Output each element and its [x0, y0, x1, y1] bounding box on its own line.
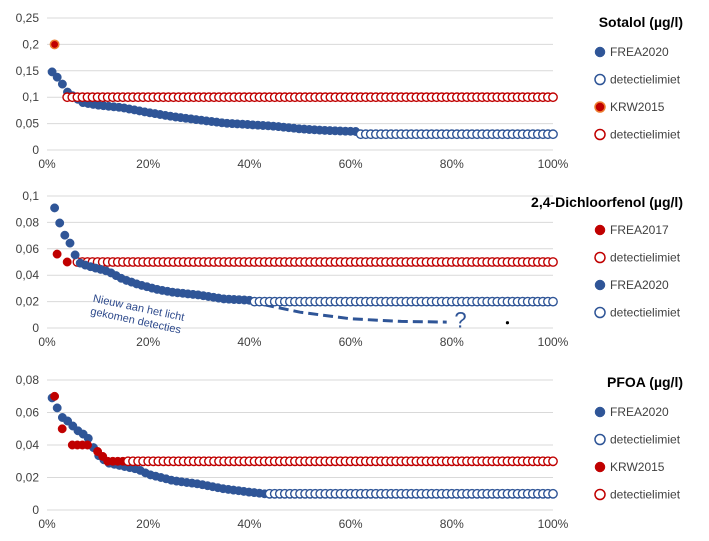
legend-marker [594, 279, 606, 291]
data-point [55, 218, 65, 228]
legend-label: detectielimiet [610, 73, 681, 87]
legend-marker [594, 128, 606, 141]
x-tick-label: 100% [538, 157, 569, 171]
legend-marker [594, 461, 606, 473]
y-tick-label: 0,2 [22, 37, 39, 51]
legend-marker [594, 488, 606, 501]
annotation-dot [505, 321, 510, 325]
data-point [52, 72, 62, 82]
x-tick-label: 0% [38, 335, 56, 349]
data-point [62, 257, 72, 267]
data-point [52, 249, 62, 259]
legend-marker [594, 224, 606, 236]
data-point [60, 230, 70, 240]
data-point [83, 440, 92, 450]
x-tick-label: 60% [339, 335, 363, 349]
y-tick-label: 0,04 [16, 438, 40, 452]
data-point [548, 456, 558, 467]
legend-label: detectielimiet [610, 433, 681, 447]
x-tick-label: 20% [136, 335, 160, 349]
legend-label: KRW2015 [610, 460, 665, 474]
y-tick-label: 0 [32, 321, 39, 335]
x-tick-label: 40% [237, 335, 261, 349]
annotation-question-mark: ? [454, 307, 466, 332]
y-tick-label: 0,08 [16, 215, 40, 229]
data-point [50, 391, 60, 401]
data-point [548, 296, 558, 307]
data-point [548, 257, 558, 267]
x-tick-label: 100% [538, 517, 569, 531]
legend-label: KRW2015 [610, 100, 665, 114]
data-point [65, 238, 75, 248]
x-tick-label: 100% [538, 335, 569, 349]
x-tick-label: 80% [440, 517, 464, 531]
legend-label: FREA2017 [610, 223, 669, 237]
data-point [548, 488, 558, 499]
y-tick-label: 0,08 [16, 373, 40, 387]
legend-label: FREA2020 [610, 278, 669, 292]
legend-label: detectielimiet [610, 488, 681, 502]
legend-marker [594, 406, 606, 418]
y-tick-label: 0 [32, 143, 39, 157]
legend-label: detectielimiet [610, 128, 681, 142]
legend-label: detectielimiet [610, 251, 681, 265]
data-point [57, 424, 67, 434]
chart-panel-pfoa: PFOA (µg/l) 0 0,02 0,04 0,06 0,08 0% 20% 40% 60%… [16, 373, 683, 531]
chart-panel-sotalol: Sotalol (µg/l) 0 0,05 0,1 0,15 0,2 0,25 0% 20% 4… [16, 11, 683, 171]
y-tick-label: 0,05 [16, 117, 40, 131]
data-point [70, 250, 80, 260]
data-point [49, 39, 60, 50]
y-tick-label: 0,1 [22, 189, 39, 203]
chart-title: Sotalol (µg/l) [599, 14, 683, 30]
chart-panel-dichloorfenol: 2,4-Dichloorfenol (µg/l) 0 0,02 0,04 0,06 0,… [16, 189, 683, 349]
data-point [57, 79, 67, 89]
y-tick-label: 0,02 [16, 471, 40, 485]
annotation-dashed-curve [249, 300, 447, 324]
legend-marker [594, 306, 606, 319]
legend-label: FREA2020 [610, 45, 669, 59]
x-tick-label: 20% [136, 517, 160, 531]
y-tick-label: 0,04 [16, 268, 40, 282]
data-point [548, 129, 558, 140]
y-tick-label: 0,15 [16, 64, 40, 78]
x-tick-label: 80% [440, 335, 464, 349]
y-tick-label: 0,02 [16, 295, 40, 309]
legend-marker [594, 46, 606, 58]
data-point [50, 203, 60, 213]
data-point [548, 92, 558, 103]
x-tick-label: 60% [339, 517, 363, 531]
x-tick-label: 40% [237, 157, 261, 171]
legend-marker [594, 101, 606, 113]
x-tick-label: 80% [440, 157, 464, 171]
legend-marker [594, 73, 606, 86]
x-tick-label: 20% [136, 157, 160, 171]
y-tick-label: 0,25 [16, 11, 40, 25]
x-tick-label: 0% [38, 517, 56, 531]
chart-title: PFOA (µg/l) [607, 374, 683, 390]
y-tick-label: 0,06 [16, 242, 40, 256]
legend-marker [594, 433, 606, 446]
legend-label: detectielimiet [610, 306, 681, 320]
y-tick-label: 0 [32, 503, 39, 517]
data-point [52, 403, 62, 413]
legend-label: FREA2020 [610, 405, 669, 419]
y-tick-label: 0,1 [22, 90, 39, 104]
y-tick-label: 0,06 [16, 406, 40, 420]
x-tick-label: 0% [38, 157, 56, 171]
chart-title: 2,4-Dichloorfenol (µg/l) [531, 194, 683, 210]
x-tick-label: 60% [339, 157, 363, 171]
x-tick-label: 40% [237, 517, 261, 531]
legend-marker [594, 251, 606, 264]
